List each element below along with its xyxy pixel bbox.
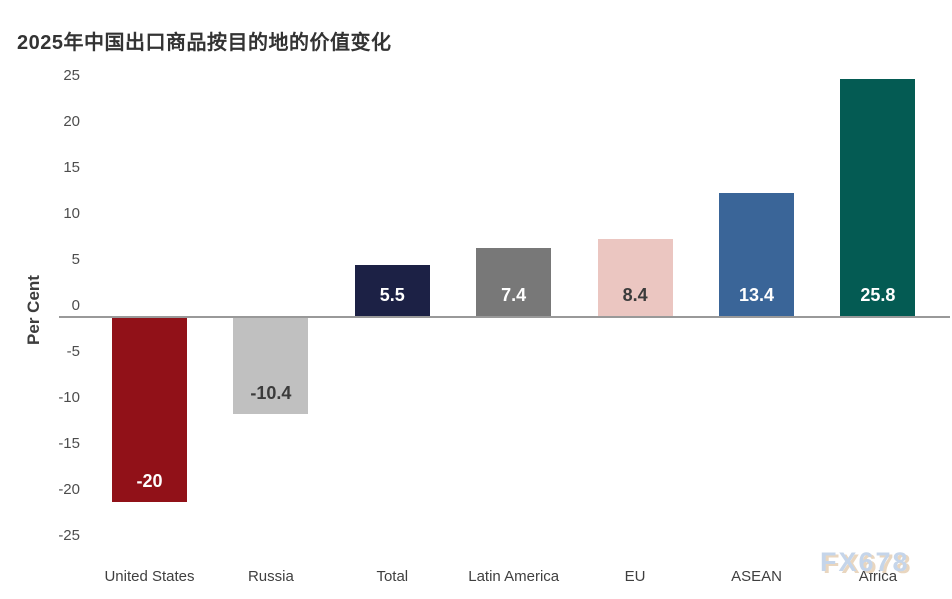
x-axis-label: Russia [247,568,294,585]
x-axis-label: Total [376,568,409,585]
bar-value-label: -10.4 [250,382,292,403]
chart-title: 2025年中国出口商品按目的地的价值变化 [17,32,392,54]
x-axis-label: Africa [858,568,898,585]
bar-value-label: 13.4 [738,284,775,305]
x-axis-label: Latin America [468,568,560,585]
bar-value-label: 25.8 [860,284,896,305]
zero-axis-line [59,316,950,318]
y-axis-tick: -5 [66,343,80,360]
bar-value-label: -20 [136,471,163,491]
watermark: FX678 [820,547,910,577]
bar-africa: 25.8 [840,78,916,316]
y-axis-tick: 0 [71,297,80,314]
y-axis-tick: -20 [58,481,80,498]
bar-value-label: 8.4 [622,284,648,305]
bar-latin-america: 7.4 [476,247,552,316]
y-axis-tick: 20 [63,113,80,130]
x-axis-label: EU [624,568,646,585]
y-axis-tick: 10 [63,205,80,222]
y-axis-tick: -15 [58,435,80,452]
bar-united-states: -20 [112,318,187,502]
bar-total: 5.5 [354,265,430,316]
y-axis-tick: 25 [63,67,80,84]
x-axis-label: ASEAN [731,568,782,585]
bar-asean: 13.4 [719,192,794,316]
y-axis-tick: -10 [58,389,80,406]
bar-eu: 8.4 [597,238,673,316]
bar-value-label: 7.4 [501,284,527,305]
x-axis-label: United States [104,568,195,585]
y-axis-tick: 5 [71,251,80,268]
bar-value-label: 5.5 [379,284,405,305]
y-axis-tick: -25 [58,527,80,544]
y-axis-tick: 15 [63,159,80,176]
bar-russia: -10.4 [233,318,309,414]
